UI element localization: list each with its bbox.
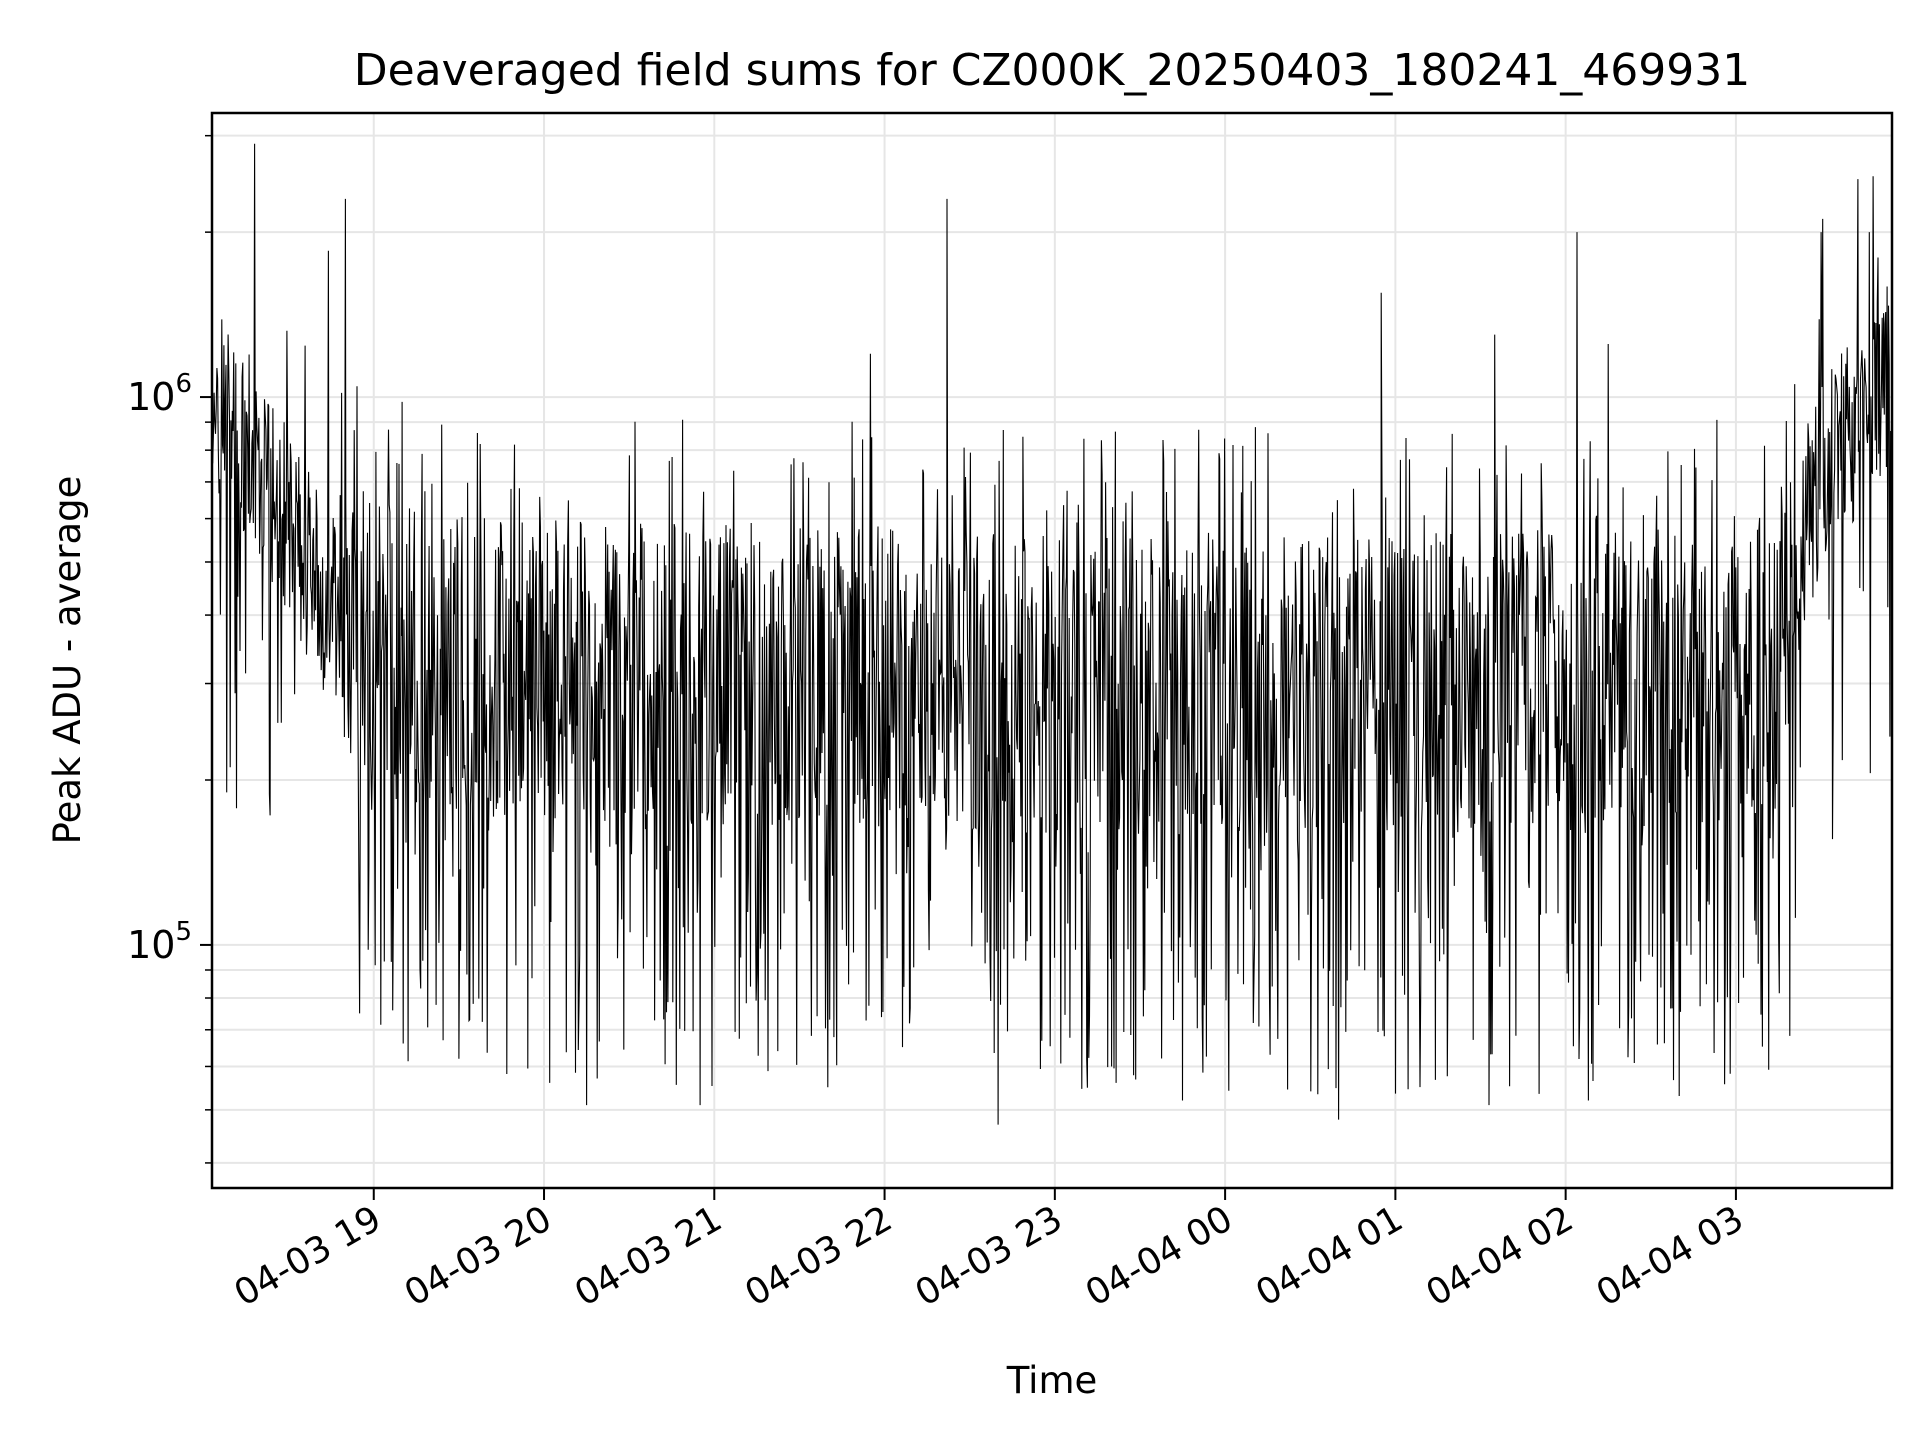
plot-frame: [210, 111, 1894, 1190]
chart-title: Deaveraged field sums for CZ000K_2025040…: [354, 45, 1751, 96]
y-tick-label: 105: [127, 917, 192, 967]
y-axis-label: Peak ADU - average: [46, 476, 89, 845]
y-tick-label-base: 10: [127, 375, 175, 419]
y-tick-label: 106: [127, 369, 192, 419]
y-tick-label-exp: 6: [175, 369, 192, 399]
y-tick-label-exp: 5: [175, 917, 192, 947]
series-line: [211, 143, 1893, 1125]
data-series: [211, 143, 1893, 1125]
y-tick-label-base: 10: [127, 923, 175, 967]
x-axis-label: Time: [1006, 1359, 1098, 1402]
